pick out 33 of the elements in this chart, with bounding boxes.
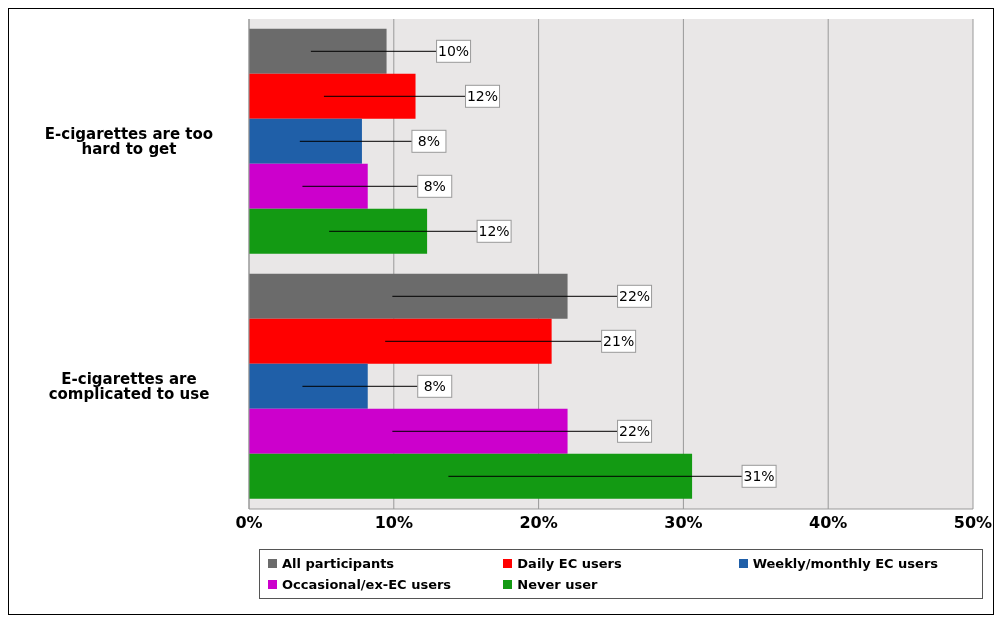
- data-label: 22%: [619, 288, 651, 305]
- legend-label: All participants: [282, 556, 395, 571]
- legend-label: Occasional/ex-EC users: [282, 577, 452, 592]
- x-tick-label: 30%: [664, 513, 703, 533]
- data-label: 12%: [478, 223, 510, 240]
- bar: [249, 163, 368, 209]
- y-tick-label: E-cigarettes are complicated to use: [48, 370, 210, 404]
- x-tick-label: 40%: [809, 513, 848, 533]
- data-label: 12%: [466, 88, 499, 105]
- y-tick-label: E-cigarettes are too hard to get: [44, 125, 214, 159]
- data-label: 8%: [417, 133, 441, 150]
- bar: [249, 363, 368, 409]
- bar: [249, 408, 568, 454]
- bar: [249, 453, 693, 499]
- x-tick-label: 0%: [235, 513, 263, 533]
- data-label: 8%: [423, 378, 446, 395]
- data-label: 22%: [619, 423, 651, 440]
- x-tick-label: 20%: [519, 513, 558, 533]
- legend-label: Daily EC users: [517, 556, 622, 571]
- x-tick-label: 10%: [374, 513, 413, 533]
- bar: [249, 118, 362, 164]
- bar: [249, 28, 387, 74]
- bar: [249, 73, 416, 119]
- bar: [249, 208, 428, 254]
- legend-label: Never user: [517, 577, 598, 592]
- data-label: 8%: [423, 178, 446, 195]
- data-label: 31%: [743, 468, 775, 485]
- bar: [249, 318, 552, 364]
- bar: [249, 273, 568, 319]
- x-tick-label: 50%: [953, 513, 993, 533]
- legend-label: Weekly/monthly EC users: [752, 556, 939, 571]
- data-label: 10%: [438, 43, 470, 60]
- data-label: 21%: [603, 333, 635, 350]
